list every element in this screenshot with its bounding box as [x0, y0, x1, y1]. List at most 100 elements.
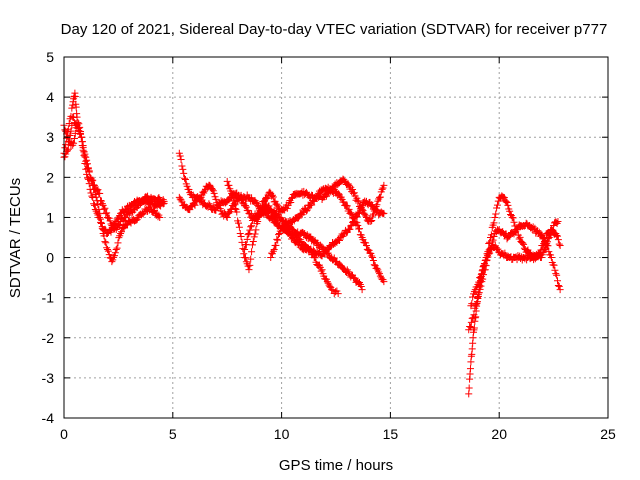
x-tick-label: 0	[60, 426, 68, 442]
data-point	[201, 187, 209, 195]
data-point	[380, 209, 388, 217]
data-point	[117, 228, 125, 236]
data-point	[288, 194, 296, 202]
data-point	[248, 217, 256, 225]
data-point	[543, 239, 551, 247]
data-point	[555, 240, 563, 248]
data-point	[112, 246, 120, 254]
data-point	[539, 234, 547, 241]
data-point	[537, 230, 545, 238]
data-point	[212, 206, 220, 214]
data-point	[181, 176, 189, 184]
data-point	[96, 209, 104, 217]
data-point	[72, 103, 80, 111]
data-point	[371, 205, 379, 213]
data-point	[250, 233, 258, 241]
data-point	[101, 204, 109, 212]
data-point	[103, 244, 111, 252]
data-point	[255, 211, 263, 219]
data-point	[110, 253, 118, 261]
data-point	[375, 268, 383, 276]
data-point	[98, 200, 106, 208]
data-point	[104, 247, 112, 255]
data-point	[346, 225, 354, 233]
data-point	[272, 241, 280, 249]
data-point	[68, 104, 76, 112]
data-point	[350, 189, 358, 197]
data-point	[77, 130, 85, 138]
data-point	[275, 231, 283, 239]
data-point	[334, 290, 342, 298]
data-point	[81, 153, 89, 161]
data-point	[248, 222, 256, 230]
data-point	[358, 286, 366, 294]
data-point	[280, 205, 288, 213]
data-point	[249, 238, 257, 246]
data-point	[90, 181, 98, 189]
data-point	[469, 293, 477, 301]
data-point	[273, 235, 281, 243]
data-point	[135, 201, 143, 209]
data-point	[267, 254, 275, 262]
data-point	[245, 266, 253, 274]
x-tick-label: 5	[169, 426, 177, 442]
data-point	[348, 210, 356, 218]
data-point	[485, 239, 493, 247]
data-point	[504, 234, 512, 241]
data-point	[198, 196, 206, 204]
data-point	[494, 197, 502, 205]
data-point	[241, 254, 249, 262]
y-axis-label: SDTVAR / TECUs	[7, 178, 24, 298]
data-point	[335, 236, 343, 244]
data-point	[323, 189, 331, 197]
data-point	[467, 318, 475, 326]
y-tick-label: 0	[46, 250, 54, 266]
data-point	[83, 160, 91, 168]
data-point	[242, 241, 250, 249]
data-point	[465, 384, 473, 392]
data-point	[268, 192, 276, 200]
data-point	[268, 191, 276, 199]
y-tick-label: 4	[46, 89, 54, 105]
data-point	[470, 324, 478, 332]
data-point	[473, 294, 481, 302]
data-point	[153, 210, 161, 218]
data-point	[367, 217, 375, 225]
x-tick-label: 25	[600, 426, 616, 442]
data-point	[179, 165, 187, 173]
data-point	[270, 246, 278, 254]
data-point	[244, 262, 252, 270]
data-point	[246, 261, 254, 269]
data-point	[235, 223, 243, 231]
data-point	[303, 190, 311, 198]
data-point	[235, 219, 243, 227]
data-point	[310, 238, 318, 246]
data-point	[362, 242, 370, 250]
data-point	[475, 278, 483, 286]
data-point	[119, 217, 127, 225]
data-point	[483, 257, 491, 265]
data-point	[471, 304, 479, 312]
data-point	[481, 261, 489, 269]
data-point	[506, 207, 514, 215]
data-point	[288, 225, 296, 233]
chart-title: Day 120 of 2021, Sidereal Day-to-day VTE…	[61, 21, 608, 38]
data-point	[556, 286, 564, 294]
data-point	[465, 390, 473, 398]
data-point	[230, 197, 238, 205]
data-point	[361, 210, 369, 218]
data-point	[159, 196, 167, 204]
axis-ticks	[63, 56, 609, 419]
data-point	[369, 257, 377, 265]
data-point	[295, 214, 303, 222]
data-point	[102, 239, 110, 247]
data-point	[151, 206, 159, 214]
data-point	[494, 245, 502, 253]
data-point	[545, 248, 553, 256]
data-point	[547, 254, 555, 262]
data-point	[491, 213, 499, 221]
x-tick-label: 15	[383, 426, 399, 442]
data-point	[378, 185, 386, 193]
data-point	[63, 147, 71, 155]
data-point	[114, 222, 122, 230]
